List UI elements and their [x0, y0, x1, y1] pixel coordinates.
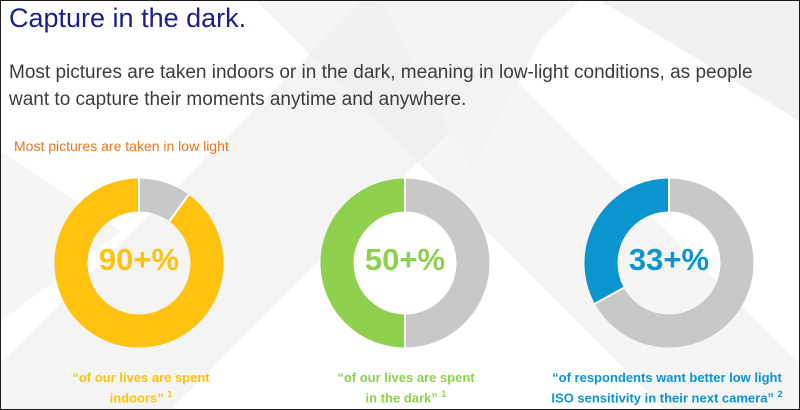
donut-chart-indoors: 90+%	[54, 178, 224, 348]
caption-line: “of our lives are spent	[72, 370, 210, 385]
page-title: Capture in the dark.	[9, 3, 247, 33]
donut-separator	[594, 286, 625, 305]
caption-text: indoors”	[109, 390, 164, 406]
caption-text: ISO sensitivity in their next camera”	[551, 390, 774, 406]
donut-separator	[168, 194, 190, 222]
donut-caption-indoors: “of our lives are spent indoors” 1	[41, 369, 241, 406]
caption-line: ISO sensitivity in their next camera” 2	[536, 386, 798, 406]
donut-svg	[54, 178, 224, 348]
donut-svg	[320, 178, 490, 348]
caption-line: “of our lives are spent	[337, 370, 475, 385]
donut-chart-respondents: 33+%	[584, 178, 754, 348]
caption-line: in the dark” 1	[306, 386, 506, 406]
footnote-marker: 1	[441, 389, 447, 399]
donut-caption-dark: “of our lives are spent in the dark” 1	[306, 369, 506, 406]
caption-line: indoors” 1	[41, 386, 241, 406]
donut-value-label: 90+%	[98, 242, 180, 277]
donut-caption-respondents: “of respondents want better low light IS…	[536, 369, 798, 406]
donut-svg	[584, 178, 754, 348]
caption-line: “of respondents want better low light	[552, 370, 782, 385]
footnote-marker: 2	[777, 389, 783, 399]
donut-value-label: 50+%	[364, 242, 446, 277]
page-description: Most pictures are taken indoors or in th…	[9, 62, 753, 110]
donut-chart-dark: 50+%	[320, 178, 490, 348]
donut-value-label: 33+%	[628, 242, 710, 277]
footnote-marker: 1	[167, 389, 173, 399]
chart-subheading: Most pictures are taken in low light	[14, 138, 229, 154]
caption-text: in the dark”	[365, 390, 438, 406]
